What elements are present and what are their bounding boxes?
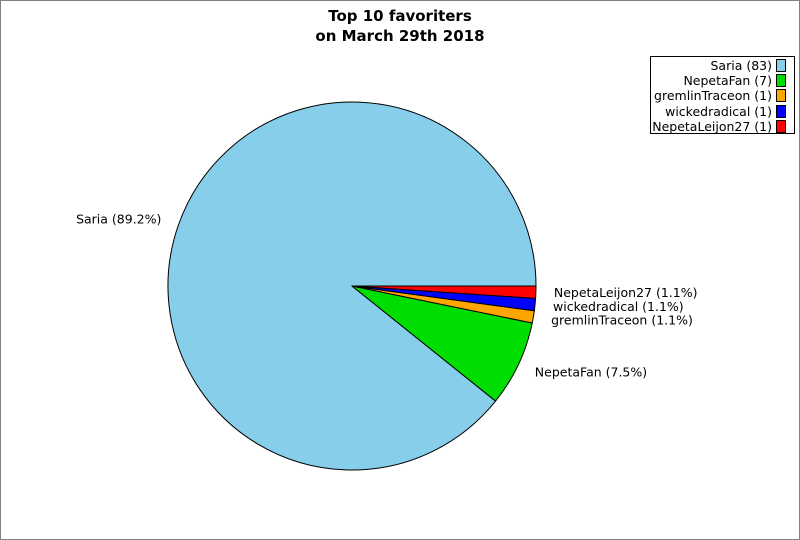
legend-label-nepetaleijon27: NepetaLeijon27 (1) [652,118,772,134]
pie-slice-nepetaleijon27 [351,285,537,299]
slice-label-nepetafan: NepetaFan (7.5%) [535,364,647,379]
legend-swatch-nepetafan [776,74,786,88]
slice-label-wickedradical: wickedradical (1.1%) [553,299,684,314]
legend-label-wickedradical: wickedradical (1) [665,103,772,119]
slice-label-saria: Saria (89.2%) [76,211,161,226]
legend-item-wickedradical: wickedradical (1) [653,104,786,119]
legend-item-saria: Saria (83) [653,58,786,73]
chart-title-line1: Top 10 favoriters [328,7,472,25]
slice-label-nepetaleijon27: NepetaLeijon27 (1.1%) [554,285,698,300]
legend-swatch-nepetaleijon27 [776,119,786,133]
legend-label-nepetafan: NepetaFan (7) [683,73,772,89]
legend-label-saria: Saria (83) [710,58,773,74]
chart-title: Top 10 favoriters on March 29th 2018 [1,6,799,46]
legend-item-gremlintraceon: gremlinTraceon (1) [653,88,786,103]
legend-label-gremlintraceon: gremlinTraceon (1) [654,88,772,104]
legend-item-nepetaleijon27: NepetaLeijon27 (1) [652,118,786,134]
chart-title-line2: on March 29th 2018 [315,27,485,45]
legend: Saria (83) NepetaFan (7) gremlinTraceon … [650,56,795,134]
legend-swatch-wickedradical [776,104,786,118]
legend-item-nepetafan: NepetaFan (7) [653,73,786,88]
legend-swatch-gremlintraceon [776,89,786,103]
slice-label-gremlintraceon: gremlinTraceon (1.1%) [551,312,693,327]
legend-swatch-saria [776,59,786,73]
